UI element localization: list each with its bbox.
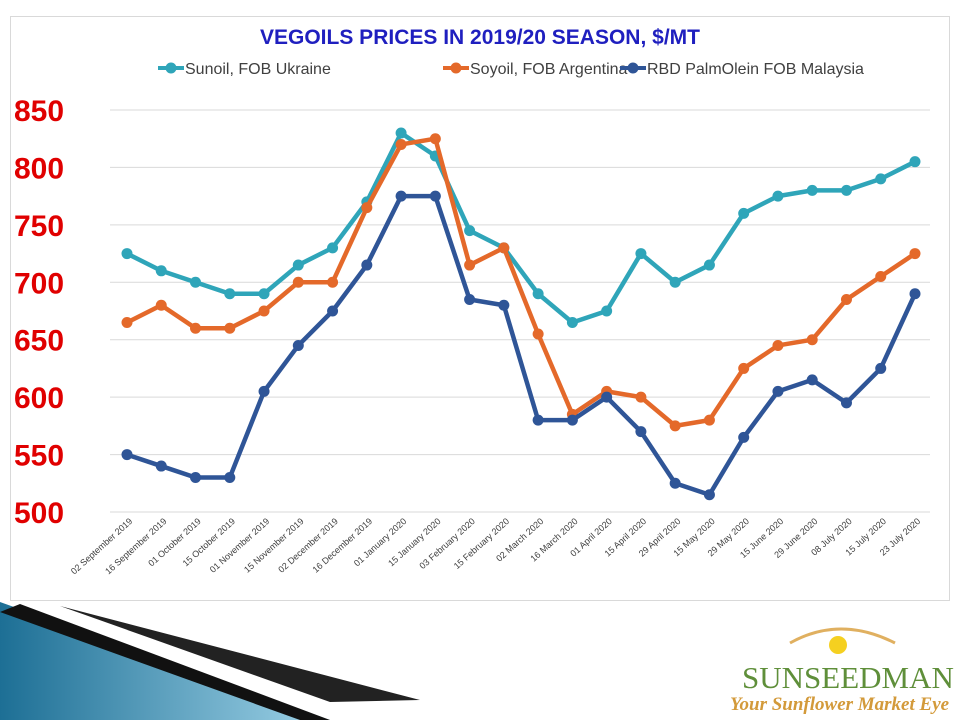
data-point — [327, 276, 339, 288]
data-point — [190, 276, 202, 288]
data-point — [292, 339, 304, 351]
legend-marker — [627, 62, 639, 74]
data-point — [327, 305, 339, 317]
data-point — [361, 202, 373, 214]
chart-frame — [10, 16, 950, 601]
data-point — [635, 426, 647, 438]
data-point — [703, 259, 715, 271]
y-tick-label: 550 — [14, 440, 64, 473]
x-tick-label: 16 September 2019 — [103, 516, 168, 576]
data-point — [190, 322, 202, 334]
legend-marker — [450, 62, 462, 74]
data-point — [224, 288, 236, 300]
data-point — [532, 414, 544, 426]
data-point — [498, 242, 510, 254]
data-point — [669, 420, 681, 432]
data-point — [464, 294, 476, 306]
data-point — [875, 173, 887, 185]
data-point — [806, 374, 818, 386]
data-point — [121, 449, 133, 461]
data-point — [498, 299, 510, 311]
data-point — [292, 259, 304, 271]
data-point — [395, 190, 407, 202]
data-point — [258, 305, 270, 317]
data-point — [566, 316, 578, 328]
series-line-2 — [125, 136, 917, 429]
data-point — [601, 391, 613, 403]
data-point — [738, 431, 750, 443]
data-point — [909, 156, 921, 168]
data-point — [532, 328, 544, 340]
data-point — [155, 460, 167, 472]
data-point — [806, 334, 818, 346]
data-point — [772, 385, 784, 397]
data-point — [155, 265, 167, 277]
series-line-3 — [126, 193, 918, 498]
data-point — [190, 472, 202, 484]
data-point — [258, 385, 270, 397]
sun-icon — [829, 636, 847, 654]
data-point — [772, 339, 784, 351]
data-point — [703, 489, 715, 501]
sun-arc — [789, 627, 896, 645]
data-point — [121, 316, 133, 328]
data-point — [395, 127, 407, 139]
data-point — [909, 248, 921, 260]
y-tick-label: 750 — [14, 210, 64, 243]
data-point — [464, 225, 476, 237]
y-tick-label: 500 — [14, 497, 64, 530]
data-point — [292, 276, 304, 288]
data-point — [635, 248, 647, 260]
data-point — [224, 472, 236, 484]
data-point — [395, 138, 407, 150]
logo-brand: SUNSEEDMAN — [742, 660, 954, 695]
data-point — [669, 276, 681, 288]
data-point — [327, 242, 339, 254]
logo-tagline: Your Sunflower Market Eye — [730, 694, 950, 715]
data-point — [155, 299, 167, 311]
data-point — [429, 133, 441, 145]
data-point — [635, 391, 647, 403]
data-point — [601, 305, 613, 317]
data-point — [738, 207, 750, 219]
data-point — [875, 362, 887, 374]
legend-marker — [165, 62, 177, 74]
x-tick-label: 02 September 2019 — [69, 516, 134, 576]
data-point — [738, 362, 750, 374]
data-point — [532, 288, 544, 300]
y-tick-label: 850 — [14, 95, 64, 128]
legend-label: Sunoil, FOB Ukraine — [185, 61, 331, 78]
data-point — [429, 190, 441, 202]
data-point — [224, 322, 236, 334]
series-line-1 — [125, 130, 917, 325]
y-tick-label: 700 — [14, 267, 64, 300]
legend-label: Soyoil, FOB Argentina — [470, 61, 628, 78]
data-point — [806, 184, 818, 196]
data-point — [772, 190, 784, 202]
data-point — [909, 288, 921, 300]
chart-title: VEGOILS PRICES IN 2019/20 SEASON, $/MT — [260, 26, 700, 49]
data-point — [703, 414, 715, 426]
x-tick-label: 02 December 2019 — [276, 516, 340, 575]
data-point — [840, 184, 852, 196]
data-point — [361, 259, 373, 271]
legend-label: RBD PalmOlein FOB Malaysia — [647, 61, 864, 78]
x-tick-label: 16 December 2019 — [311, 516, 375, 575]
data-point — [258, 288, 270, 300]
x-tick-label: 01 November 2019 — [208, 516, 272, 575]
y-tick-label: 800 — [14, 152, 64, 185]
data-point — [566, 414, 578, 426]
data-point — [464, 259, 476, 271]
y-tick-label: 650 — [14, 325, 64, 358]
data-point — [840, 294, 852, 306]
data-point — [121, 248, 133, 260]
y-tick-label: 600 — [14, 382, 64, 415]
x-tick-label: 15 November 2019 — [242, 516, 306, 575]
data-point — [840, 397, 852, 409]
data-point — [669, 477, 681, 489]
data-point — [875, 271, 887, 283]
sunseedman-logo — [789, 627, 896, 654]
